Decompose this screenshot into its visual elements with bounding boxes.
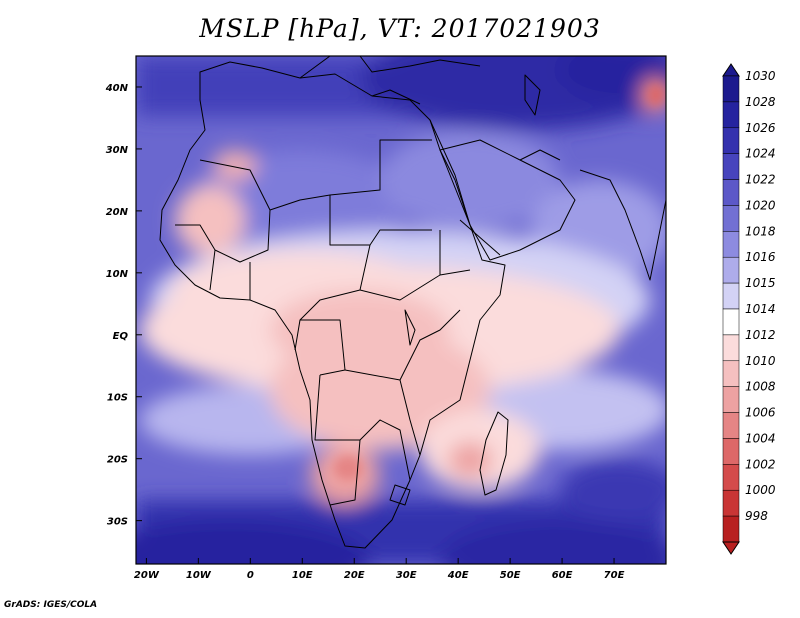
lon-label: 10E — [292, 570, 313, 581]
colorbar-swatch — [722, 489, 740, 517]
lon-label: 0 — [247, 570, 254, 581]
lon-label: 10W — [186, 570, 212, 581]
colorbar: 1030 1028 1026 1024 1022 1020 1018 1016 1015 1014… — [722, 63, 776, 555]
lat-label: EQ — [113, 331, 129, 342]
lon-label: 70E — [604, 570, 625, 581]
colorbar-bottom-arrow — [722, 541, 740, 555]
colorbar-label: 1026 — [745, 121, 776, 135]
lat-label: 20S — [107, 455, 128, 466]
lat-label: 30S — [107, 517, 128, 528]
colorbar-swatch — [722, 438, 740, 465]
colorbar-swatch — [722, 412, 740, 439]
colorbar-swatch — [722, 360, 740, 387]
colorbar-label: 1004 — [745, 431, 776, 445]
latitude-axis: 40N 30N 20N 10N EQ 10S 20S 30S — [105, 83, 142, 528]
lat-label: 10S — [107, 393, 128, 404]
lon-label: 30E — [396, 570, 417, 581]
colorbar-swatch — [722, 334, 740, 362]
colorbar-swatch — [722, 231, 740, 258]
colorbar-label: 1016 — [745, 250, 776, 264]
lat-label: 40N — [105, 83, 129, 94]
colorbar-swatch — [722, 127, 740, 154]
colorbar-label: 1008 — [745, 380, 776, 394]
chart-title: MSLP [hPa], VT: 2017021903 — [199, 14, 601, 43]
lon-label: 60E — [552, 570, 573, 581]
colorbar-label: 1020 — [745, 198, 776, 212]
colorbar-swatch — [722, 282, 740, 310]
colorbar-swatch — [722, 179, 740, 206]
pressure-field — [136, 56, 666, 564]
colorbar-label: 1028 — [745, 95, 776, 109]
colorbar-label: 998 — [745, 509, 768, 523]
longitude-axis: 20W 10W 0 10E 20E 30E 40E 50E 60E 70E — [134, 558, 625, 581]
colorbar-label: 1010 — [745, 354, 776, 368]
colorbar-swatch — [722, 515, 740, 543]
colorbar-swatch — [722, 153, 740, 180]
plot-frame — [135, 55, 667, 565]
colorbar-swatch — [722, 75, 740, 103]
colorbar-label: 1018 — [745, 224, 776, 238]
colorbar-swatch — [722, 464, 740, 491]
colorbar-swatch — [722, 101, 740, 129]
colorbar-swatch — [722, 205, 740, 232]
colorbar-label: 1002 — [745, 457, 776, 471]
colorbar-label: 1012 — [745, 328, 776, 342]
lon-label: 20W — [134, 570, 160, 581]
lat-label: 10N — [106, 269, 129, 280]
lat-label: 20N — [106, 207, 129, 218]
colorbar-label: 1006 — [745, 406, 776, 420]
colorbar-label: 1015 — [745, 276, 776, 290]
colorbar-label: 1014 — [745, 302, 776, 316]
colorbar-label: 1030 — [745, 69, 776, 83]
colorbar-label: 1000 — [745, 483, 776, 497]
lon-label: 20E — [344, 570, 365, 581]
colorbar-swatch — [722, 308, 740, 336]
colorbar-top-arrow — [722, 63, 740, 77]
lon-label: 50E — [500, 570, 521, 581]
colorbar-swatch — [722, 256, 740, 284]
grads-credit: GrADS: IGES/COLA — [4, 600, 98, 610]
lon-label: 40E — [447, 570, 469, 581]
colorbar-label: 1022 — [745, 173, 776, 187]
lat-label: 30N — [106, 145, 129, 156]
colorbar-swatch — [722, 386, 740, 413]
colorbar-label: 1024 — [745, 147, 776, 161]
